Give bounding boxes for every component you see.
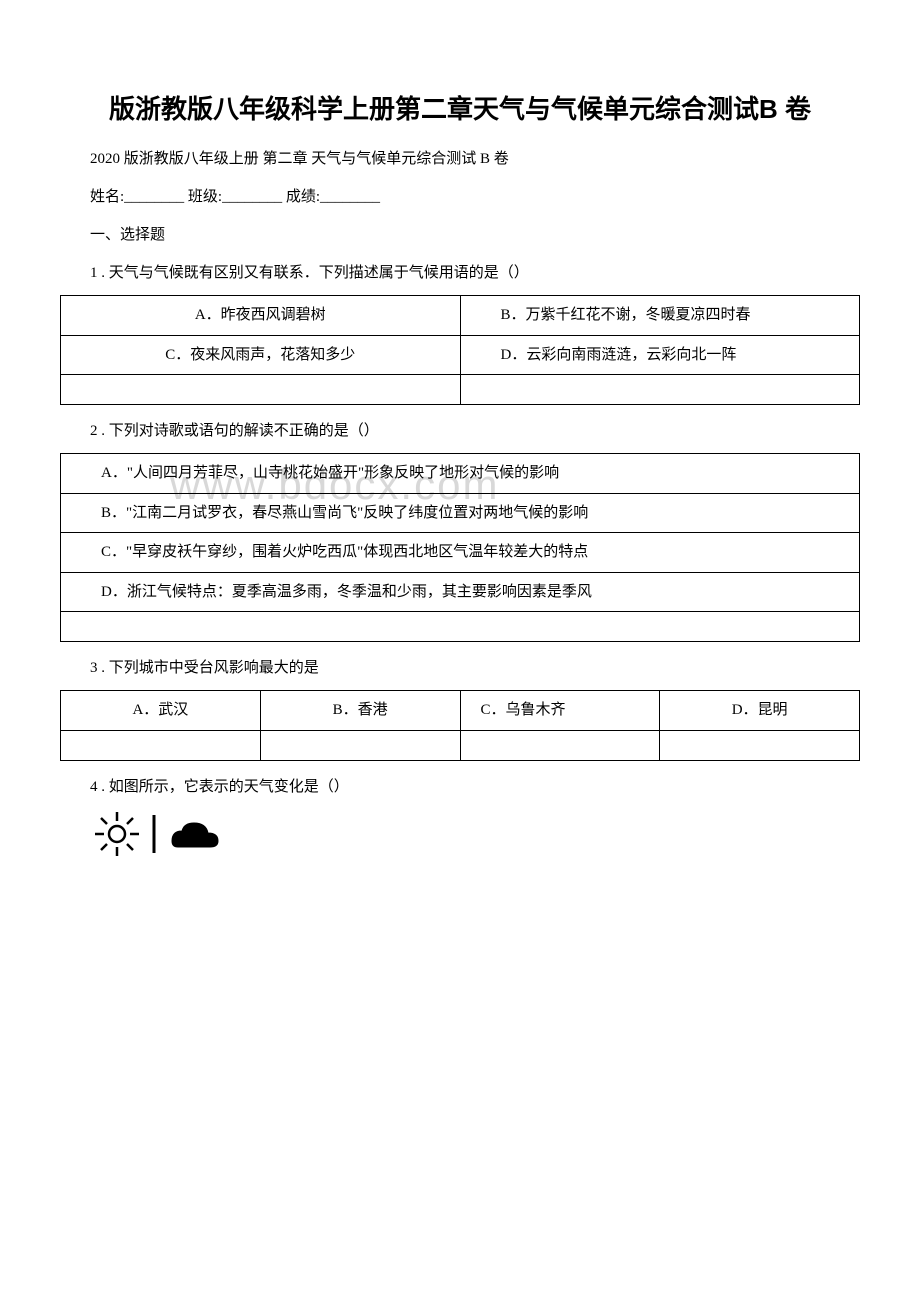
main-title: 版浙教版八年级科学上册第二章天气与气候单元综合测试B 卷 bbox=[60, 90, 860, 129]
q1-option-b: B．万紫千红花不谢，冬暖夏凉四时春 bbox=[460, 296, 860, 336]
table-row: A．昨夜西风调碧树 B．万紫千红花不谢，冬暖夏凉四时春 bbox=[61, 296, 860, 336]
table-row: A．"人间四月芳菲尽，山寺桃花始盛开"形象反映了地形对气候的影响 bbox=[61, 454, 860, 494]
section-1-header: 一、选择题 bbox=[60, 223, 860, 247]
q3-option-b: B．香港 bbox=[260, 691, 460, 731]
q3-option-d: D．昆明 bbox=[660, 691, 860, 731]
empty-cell bbox=[61, 375, 461, 405]
q1-option-d: D．云彩向南雨涟涟，云彩向北一阵 bbox=[460, 335, 860, 375]
question-2-stem: 2 . 下列对诗歌或语句的解读不正确的是（） bbox=[60, 419, 860, 443]
student-info-line: 姓名:________ 班级:________ 成绩:________ bbox=[60, 185, 860, 209]
q1-option-c: C．夜来风雨声，花落知多少 bbox=[61, 335, 461, 375]
q2-option-d: D．浙江气候特点：夏季高温多雨，冬季温和少雨，其主要影响因素是季风 bbox=[61, 572, 860, 612]
q2-option-a: A．"人间四月芳菲尽，山寺桃花始盛开"形象反映了地形对气候的影响 bbox=[61, 454, 860, 494]
table-empty-row bbox=[61, 375, 860, 405]
question-1-options-table: A．昨夜西风调碧树 B．万紫千红花不谢，冬暖夏凉四时春 C．夜来风雨声，花落知多… bbox=[60, 295, 860, 405]
class-label: 班级: bbox=[188, 189, 222, 205]
empty-cell bbox=[660, 730, 860, 760]
question-3-options-table: A．武汉 B．香港 C．乌鲁木齐 D．昆明 bbox=[60, 690, 860, 761]
empty-cell bbox=[61, 612, 860, 642]
table-empty-row bbox=[61, 612, 860, 642]
question-4-stem: 4 . 如图所示，它表示的天气变化是（） bbox=[60, 775, 860, 799]
class-blank: ________ bbox=[222, 189, 282, 205]
table-row: D．浙江气候特点：夏季高温多雨，冬季温和少雨，其主要影响因素是季风 bbox=[61, 572, 860, 612]
score-blank: ________ bbox=[320, 189, 380, 205]
subtitle-line: 2020 版浙教版八年级上册 第二章 天气与气候单元综合测试 B 卷 bbox=[60, 147, 860, 171]
name-label: 姓名: bbox=[90, 189, 124, 205]
table-row: A．武汉 B．香港 C．乌鲁木齐 D．昆明 bbox=[61, 691, 860, 731]
empty-cell bbox=[61, 730, 261, 760]
document-body: 版浙教版八年级科学上册第二章天气与气候单元综合测试B 卷 2020 版浙教版八年… bbox=[60, 90, 860, 859]
table-row: C．"早穿皮袄午穿纱，围着火炉吃西瓜"体现西北地区气温年较差大的特点 bbox=[61, 533, 860, 573]
question-3-stem: 3 . 下列城市中受台风影响最大的是 bbox=[60, 656, 860, 680]
table-row: C．夜来风雨声，花落知多少 D．云彩向南雨涟涟，云彩向北一阵 bbox=[61, 335, 860, 375]
score-label: 成绩: bbox=[286, 189, 320, 205]
question-2-options-table: A．"人间四月芳菲尽，山寺桃花始盛开"形象反映了地形对气候的影响 B．"江南二月… bbox=[60, 453, 860, 642]
empty-cell bbox=[260, 730, 460, 760]
empty-cell bbox=[460, 375, 860, 405]
weather-change-icon bbox=[92, 809, 860, 859]
q1-option-a: A．昨夜西风调碧树 bbox=[61, 296, 461, 336]
name-blank: ________ bbox=[124, 189, 184, 205]
empty-cell bbox=[460, 730, 660, 760]
q2-option-b: B．"江南二月试罗衣，春尽燕山雪尚飞"反映了纬度位置对两地气候的影响 bbox=[61, 493, 860, 533]
q3-option-c: C．乌鲁木齐 bbox=[460, 691, 660, 731]
table-row: B．"江南二月试罗衣，春尽燕山雪尚飞"反映了纬度位置对两地气候的影响 bbox=[61, 493, 860, 533]
table-empty-row bbox=[61, 730, 860, 760]
question-1-stem: 1 . 天气与气候既有区别又有联系．下列描述属于气候用语的是（） bbox=[60, 261, 860, 285]
q2-option-c: C．"早穿皮袄午穿纱，围着火炉吃西瓜"体现西北地区气温年较差大的特点 bbox=[61, 533, 860, 573]
q3-option-a: A．武汉 bbox=[61, 691, 261, 731]
